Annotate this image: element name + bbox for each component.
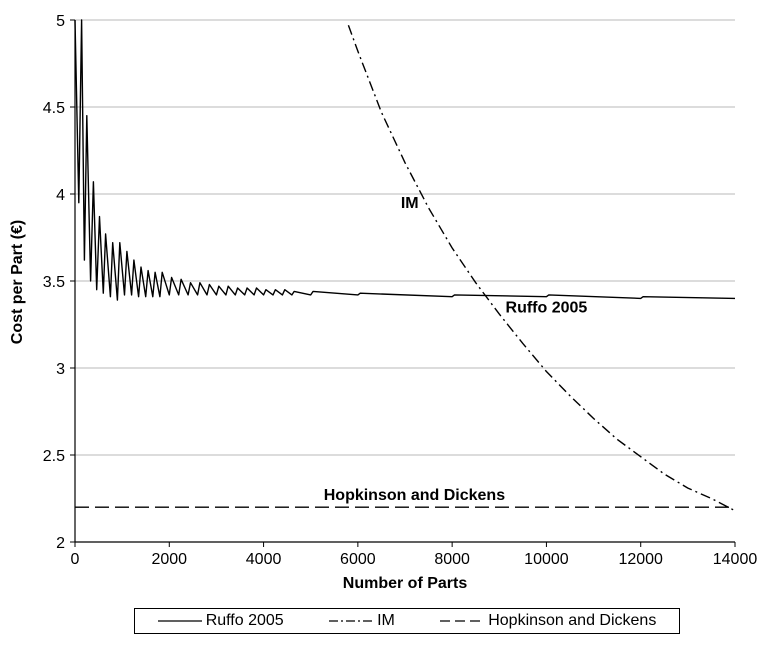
annotation-label: IM <box>401 195 419 212</box>
legend-item-ruffo: Ruffo 2005 <box>157 612 284 630</box>
x-tick-label: 8000 <box>434 551 470 568</box>
x-axis-label: Number of Parts <box>343 575 468 592</box>
gridlines <box>75 19 735 456</box>
y-axis-ticks: 2 2.5 3 3.5 4 4.5 5 <box>43 13 75 552</box>
legend-label-im: IM <box>377 612 395 629</box>
chart: 0 2000 4000 6000 8000 10000 12000 14000 2 2.5 3 3.… <box>9 13 758 592</box>
y-tick-label: 3.5 <box>43 274 65 291</box>
legend-label-hopkinson: Hopkinson and Dickens <box>488 612 657 629</box>
x-tick-label: 6000 <box>340 551 376 568</box>
legend-item-im: IM <box>329 612 395 630</box>
legend: Ruffo 2005 IM Hopkinson and Dickens <box>134 608 680 634</box>
x-tick-label: 10000 <box>524 551 569 568</box>
legend-label-ruffo: Ruffo 2005 <box>205 612 284 629</box>
x-tick-label: 12000 <box>618 551 663 568</box>
series-line-1 <box>347 24 736 512</box>
y-tick-label: 2.5 <box>43 448 65 465</box>
solid-line-swatch <box>157 620 202 622</box>
y-axis-label: Cost per Part (€) <box>9 220 26 344</box>
series-line-0 <box>74 19 736 301</box>
series-layer <box>74 19 736 512</box>
x-tick-label: 0 <box>71 551 80 568</box>
dashed-line-swatch <box>440 620 485 622</box>
y-tick-label: 4.5 <box>43 100 65 117</box>
x-axis-ticks: 0 2000 4000 6000 8000 10000 12000 14000 <box>71 542 758 568</box>
legend-item-hopkinson: Hopkinson and Dickens <box>440 612 656 630</box>
y-tick-label: 3 <box>56 361 65 378</box>
x-tick-label: 14000 <box>713 551 758 568</box>
y-tick-label: 5 <box>56 13 65 30</box>
dashdot-line-swatch <box>329 620 374 622</box>
annotation-label: Hopkinson and Dickens <box>324 487 505 504</box>
x-tick-label: 4000 <box>246 551 282 568</box>
y-tick-label: 2 <box>56 535 65 552</box>
x-tick-label: 2000 <box>151 551 187 568</box>
annotations: IM Ruffo 2005 Hopkinson and Dickens <box>324 195 588 504</box>
y-tick-label: 4 <box>56 187 65 204</box>
annotation-label: Ruffo 2005 <box>506 299 588 316</box>
